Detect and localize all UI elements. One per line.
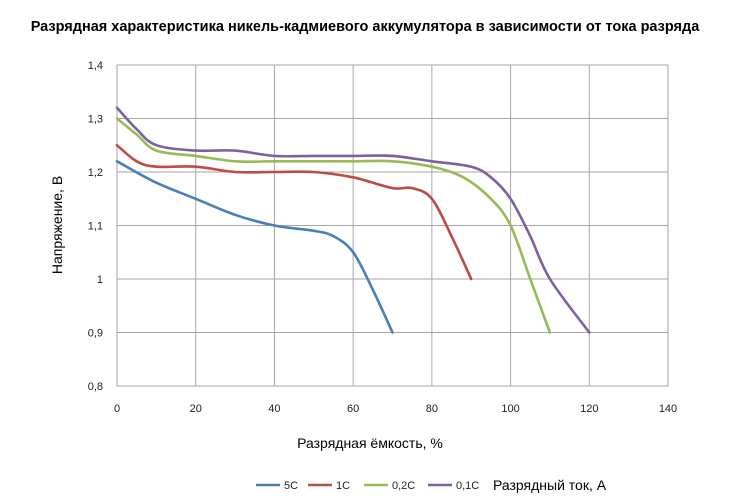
x-tick-label: 100: [501, 403, 519, 415]
x-tick-label: 0: [114, 403, 120, 415]
x-tick-label: 60: [347, 403, 359, 415]
x-tick-label: 140: [659, 403, 677, 415]
series-line-4: [115, 106, 591, 334]
y-tick-label: 1: [97, 274, 103, 286]
y-tick-label: 1,2: [88, 167, 103, 179]
chart-title: Разрядная характеристика никель-кадмиево…: [31, 19, 701, 35]
x-tick-label: 20: [190, 403, 202, 415]
legend-label: 5C: [284, 480, 298, 492]
x-tick-label: 120: [580, 403, 598, 415]
y-tick-label: 1,4: [88, 60, 103, 72]
data-series: [115, 106, 591, 334]
legend-label: 0,1C: [456, 480, 479, 492]
y-axis-title: Напряжение, В: [49, 176, 65, 274]
y-tick-label: 0,8: [88, 381, 103, 393]
tick-labels: 0 20 40 60 80 100 120 140 0,8 0,9 1 1,1 1,2 1,3 1,4: [88, 60, 677, 415]
legend-label: 0,2C: [392, 480, 415, 492]
x-tick-label: 80: [426, 403, 438, 415]
y-tick-label: 1,1: [88, 221, 103, 233]
series-line-3: [115, 117, 552, 334]
y-tick-label: 0,9: [88, 328, 103, 340]
y-tick-label: 1,3: [88, 114, 103, 126]
legend-label: 1C: [336, 480, 350, 492]
x-axis-title: Разрядная ёмкость, %: [297, 435, 443, 451]
series-line-2: [115, 143, 473, 281]
legend: 5C 1C 0,2C 0,1C Разрядный ток, А: [256, 477, 607, 493]
series-line-1: [115, 160, 394, 334]
legend-title: Разрядный ток, А: [493, 477, 607, 493]
x-tick-label: 40: [268, 403, 280, 415]
